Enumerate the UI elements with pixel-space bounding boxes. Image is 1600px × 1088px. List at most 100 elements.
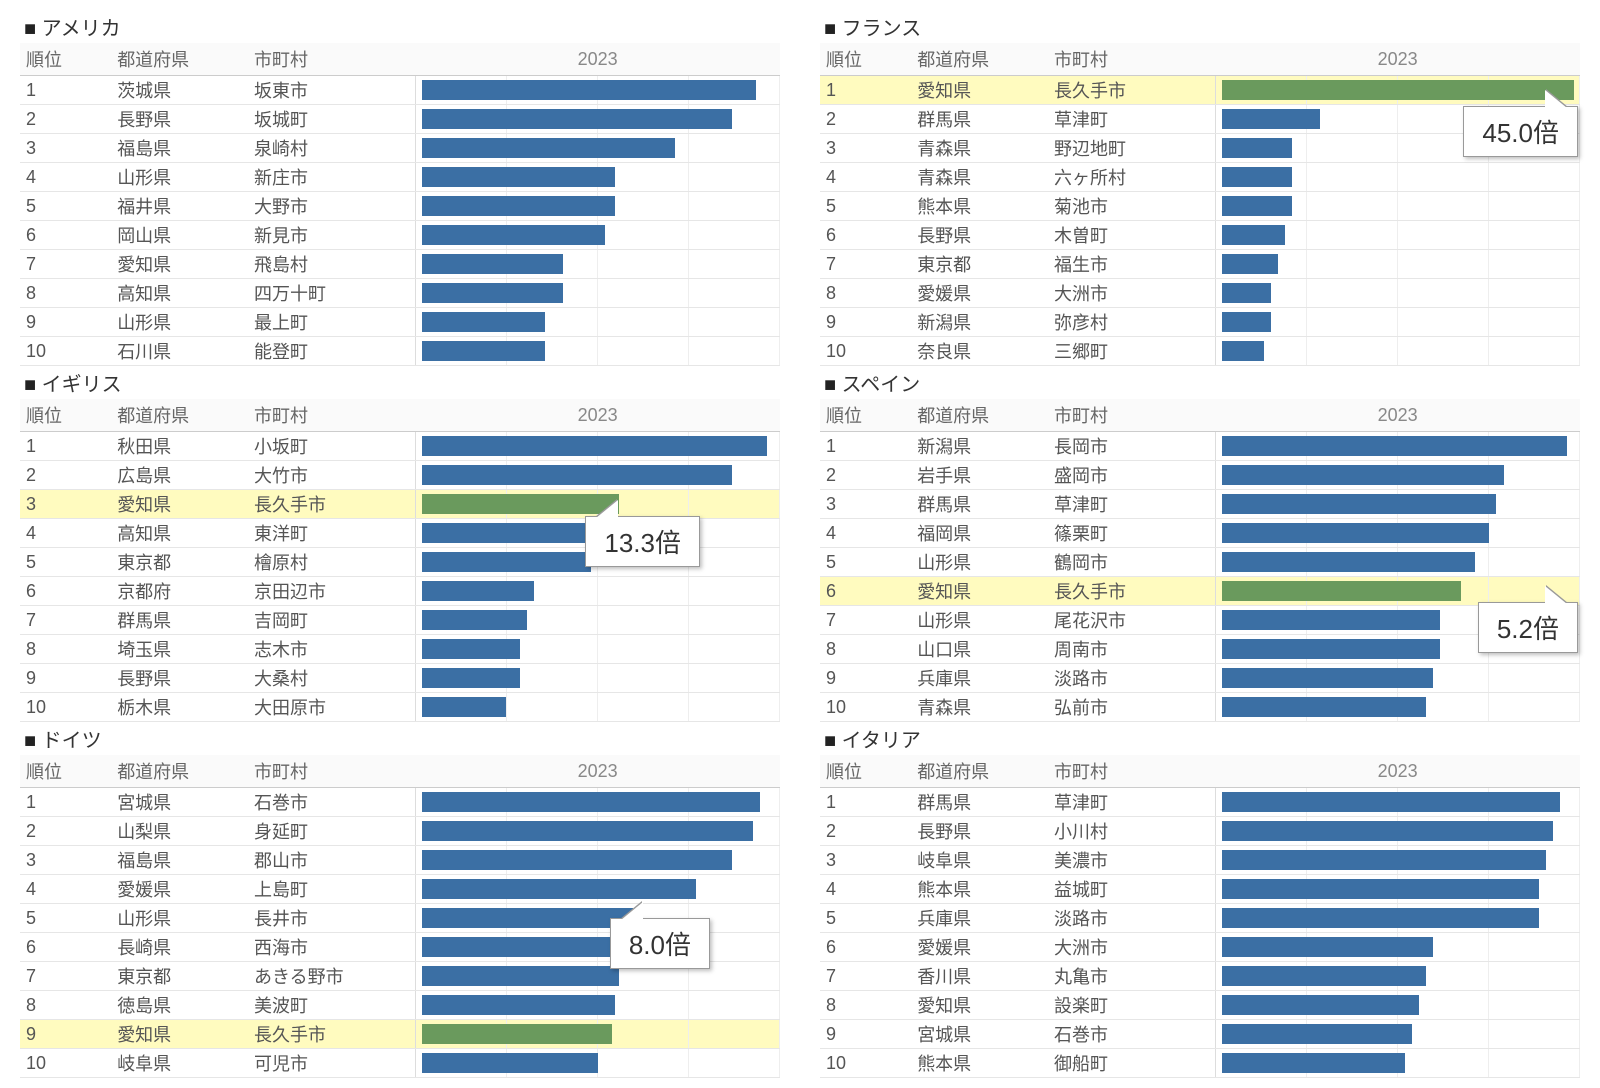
- city-cell: 草津町: [1048, 788, 1215, 817]
- pref-cell: 熊本県: [911, 875, 1048, 904]
- callout-tail: [1545, 90, 1567, 108]
- city-cell: 大桑村: [248, 664, 415, 693]
- rank-cell: 1: [20, 76, 111, 105]
- table-row: 8愛媛県大洲市: [820, 279, 1580, 308]
- pref-cell: 山形県: [111, 904, 248, 933]
- table-row: 7愛知県飛島村: [20, 250, 780, 279]
- rank-cell: 2: [820, 461, 911, 490]
- bar: [422, 610, 528, 630]
- pref-cell: 山形県: [111, 163, 248, 192]
- rank-cell: 3: [20, 846, 111, 875]
- bar: [422, 167, 616, 187]
- bar-cell: [415, 1049, 780, 1078]
- bar: [1222, 552, 1476, 572]
- rank-cell: 9: [20, 308, 111, 337]
- pref-cell: 宮城県: [111, 788, 248, 817]
- bar-cell: [415, 635, 780, 664]
- bar-cell: [1215, 904, 1580, 933]
- city-cell: 美波町: [248, 991, 415, 1020]
- city-cell: 美濃市: [1048, 846, 1215, 875]
- col-header-pref: 都道府県: [111, 43, 248, 76]
- panel-title: スペイン: [820, 366, 1580, 399]
- table-row: 7山形県尾花沢市: [820, 606, 1580, 635]
- table-row: 8徳島県美波町: [20, 991, 780, 1020]
- bar-cell: [1215, 308, 1580, 337]
- pref-cell: 愛知県: [911, 76, 1048, 105]
- bar-cell: [1215, 548, 1580, 577]
- bar: [1222, 436, 1567, 456]
- bar-cell: [415, 577, 780, 606]
- pref-cell: 山梨県: [111, 817, 248, 846]
- bar: [422, 465, 732, 485]
- bar: [422, 581, 535, 601]
- col-header-rank: 順位: [20, 399, 111, 432]
- pref-cell: 長崎県: [111, 933, 248, 962]
- bar-cell: [1215, 192, 1580, 221]
- city-cell: 御船町: [1048, 1049, 1215, 1078]
- table-row: 10石川県能登町: [20, 337, 780, 366]
- pref-cell: 兵庫県: [911, 904, 1048, 933]
- table-row: 5熊本県菊池市: [820, 192, 1580, 221]
- table-row: 1群馬県草津町: [820, 788, 1580, 817]
- city-cell: 最上町: [248, 308, 415, 337]
- bar: [1222, 937, 1433, 957]
- table-row: 2長野県小川村: [820, 817, 1580, 846]
- bar: [422, 995, 616, 1015]
- pref-cell: 高知県: [111, 279, 248, 308]
- bar: [1222, 639, 1440, 659]
- bar: [1222, 167, 1292, 187]
- col-header-pref: 都道府県: [911, 399, 1048, 432]
- rank-cell: 9: [820, 1020, 911, 1049]
- city-cell: 大野市: [248, 192, 415, 221]
- rank-cell: 9: [820, 308, 911, 337]
- pref-cell: 長野県: [911, 221, 1048, 250]
- pref-cell: 山形県: [911, 606, 1048, 635]
- bar: [1222, 109, 1321, 129]
- ranking-table: 順位都道府県市町村20231宮城県石巻市2山梨県身延町3福島県郡山市4愛媛県上島…: [20, 755, 780, 1078]
- col-header-year: 2023: [1215, 399, 1580, 432]
- bar-cell: [1215, 1049, 1580, 1078]
- rank-cell: 4: [820, 875, 911, 904]
- bar-cell: [1215, 519, 1580, 548]
- city-cell: 草津町: [1048, 490, 1215, 519]
- pref-cell: 東京都: [111, 962, 248, 991]
- rank-cell: 2: [20, 817, 111, 846]
- pref-cell: 福島県: [111, 134, 248, 163]
- col-header-year: 2023: [415, 755, 780, 788]
- bar-cell: [415, 250, 780, 279]
- bar-cell: [415, 163, 780, 192]
- bar: [422, 792, 760, 812]
- rank-cell: 7: [820, 250, 911, 279]
- bar-cell: [415, 76, 780, 105]
- callout: 13.3倍: [585, 516, 700, 567]
- city-cell: 西海市: [248, 933, 415, 962]
- table-row: 9愛知県長久手市: [20, 1020, 780, 1049]
- bar-cell: [415, 693, 780, 722]
- bar: [1222, 312, 1271, 332]
- pref-cell: 秋田県: [111, 432, 248, 461]
- city-cell: 檜原村: [248, 548, 415, 577]
- bar-cell: [415, 904, 780, 933]
- pref-cell: 兵庫県: [911, 664, 1048, 693]
- bar: [1222, 1024, 1412, 1044]
- bar: [1222, 792, 1560, 812]
- rank-cell: 3: [20, 490, 111, 519]
- city-cell: 設楽町: [1048, 991, 1215, 1020]
- bar: [1222, 850, 1546, 870]
- bar: [422, 850, 732, 870]
- bar: [422, 1024, 612, 1044]
- city-cell: 上島町: [248, 875, 415, 904]
- rank-cell: 3: [820, 134, 911, 163]
- pref-cell: 山形県: [111, 308, 248, 337]
- rank-cell: 7: [20, 250, 111, 279]
- panel: フランス順位都道府県市町村20231愛知県長久手市2群馬県草津町3青森県野辺地町…: [820, 10, 1580, 366]
- panel: スペイン順位都道府県市町村20231新潟県長岡市2岩手県盛岡市3群馬県草津町4福…: [820, 366, 1580, 722]
- table-row: 10栃木県大田原市: [20, 693, 780, 722]
- bar: [1222, 668, 1433, 688]
- city-cell: 淡路市: [1048, 664, 1215, 693]
- city-cell: 坂東市: [248, 76, 415, 105]
- pref-cell: 愛知県: [111, 490, 248, 519]
- bar: [1222, 1053, 1405, 1073]
- table-row: 3群馬県草津町: [820, 490, 1580, 519]
- bar: [1222, 610, 1440, 630]
